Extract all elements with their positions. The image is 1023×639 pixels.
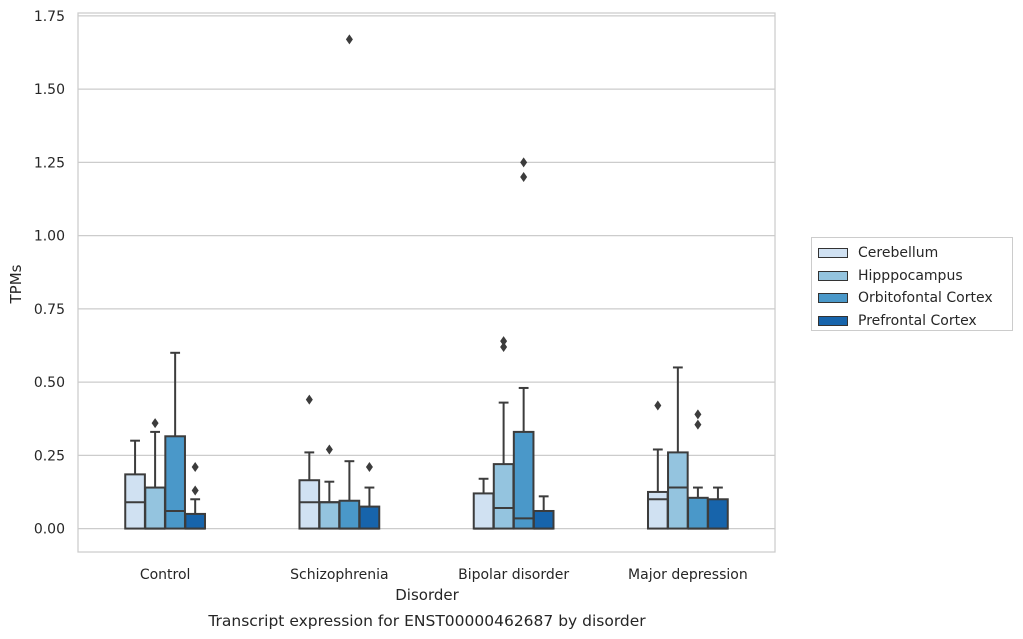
legend-swatch: [818, 315, 848, 326]
box: [318, 501, 341, 530]
box: [687, 496, 709, 530]
outlier-point: [520, 157, 528, 168]
y-tick-label: 1.00: [34, 229, 65, 245]
legend-label: Cerebellum: [858, 245, 939, 262]
box-prefrontal-cortex: [358, 462, 381, 530]
grid-lines: [78, 15, 775, 530]
legend-swatch: [818, 248, 848, 259]
y-tick-labels: 0.00 0.25 0.50 0.75 1.00 1.25 1.50 1.75: [34, 9, 65, 538]
y-tick-label: 1.25: [34, 155, 65, 171]
box: [358, 505, 381, 530]
box-cerebellum: [124, 439, 146, 530]
box: [184, 512, 207, 530]
box: [338, 499, 361, 530]
outlier-point: [305, 394, 313, 405]
legend-label: Hipppocampus: [858, 267, 963, 284]
outlier-point: [500, 336, 508, 347]
outlier-point: [191, 462, 199, 473]
box-orbitofontal-cortex: [512, 157, 535, 530]
box: [646, 490, 669, 530]
box-cerebellum: [298, 394, 321, 530]
legend-label: Prefrontal Cortex: [858, 312, 977, 329]
legend-swatch: [818, 270, 848, 281]
box: [667, 451, 689, 530]
legend-item: Cerebellum: [818, 242, 1012, 265]
box: [164, 435, 186, 530]
box-cerebellum: [472, 477, 495, 530]
outlier-point: [694, 409, 702, 420]
box-orbitofontal-cortex: [687, 409, 709, 530]
y-tick-label: 0.25: [34, 448, 65, 464]
outlier-point: [365, 462, 373, 473]
outlier-point: [345, 34, 353, 45]
outlier-point: [191, 485, 199, 496]
outlier-point: [500, 341, 508, 352]
outlier-point: [151, 418, 159, 429]
outlier-point: [694, 419, 702, 430]
y-tick-label: 1.75: [34, 9, 65, 25]
plot-frame: [77, 12, 776, 553]
box-orbitofontal-cortex: [338, 34, 361, 530]
y-tick-label: 0.75: [34, 302, 65, 318]
box: [472, 492, 495, 530]
legend-item: Prefrontal Cortex: [818, 310, 1012, 333]
outlier-point: [654, 400, 662, 411]
box-cerebellum: [646, 400, 669, 530]
box-prefrontal-cortex: [184, 462, 207, 530]
box-hipppocampus: [144, 418, 166, 530]
legend-item: Hipppocampus: [818, 265, 1012, 288]
y-tick-label: 0.50: [34, 375, 65, 391]
x-axis-label: Disorder: [395, 586, 459, 604]
box: [532, 509, 555, 530]
y-tick-label: 0.00: [34, 522, 65, 538]
box-hipppocampus: [318, 444, 341, 530]
outlier-point: [325, 444, 333, 455]
legend-item: Orbitofontal Cortex: [818, 287, 1012, 310]
legend: Cerebellum Hipppocampus Orbitofontal Corte…: [811, 237, 1013, 331]
chart-title: Transcript expression for ENST0000046268…: [207, 612, 646, 630]
box-series: [124, 34, 729, 530]
box: [298, 479, 321, 530]
box-hipppocampus: [667, 366, 689, 530]
box-prefrontal-cortex: [707, 486, 729, 530]
x-tick-label: Control: [140, 567, 191, 583]
box: [707, 498, 729, 530]
box-orbitofontal-cortex: [164, 351, 186, 530]
box: [492, 463, 515, 530]
box: [512, 430, 535, 530]
box: [144, 486, 166, 530]
x-tick-label: Schizophrenia: [290, 567, 388, 583]
legend-swatch: [818, 293, 848, 304]
y-tick-label: 1.50: [34, 82, 65, 98]
y-axis-label: TPMs: [7, 264, 25, 304]
x-tick-label: Bipolar disorder: [458, 567, 569, 583]
legend-label: Orbitofontal Cortex: [858, 290, 993, 307]
box-prefrontal-cortex: [532, 495, 555, 530]
x-tick-label: Major depression: [628, 567, 748, 583]
box-hipppocampus: [492, 336, 515, 530]
outlier-point: [520, 172, 528, 183]
x-tick-labels: Control Schizophrenia Bipolar disorder Majo…: [140, 567, 748, 583]
